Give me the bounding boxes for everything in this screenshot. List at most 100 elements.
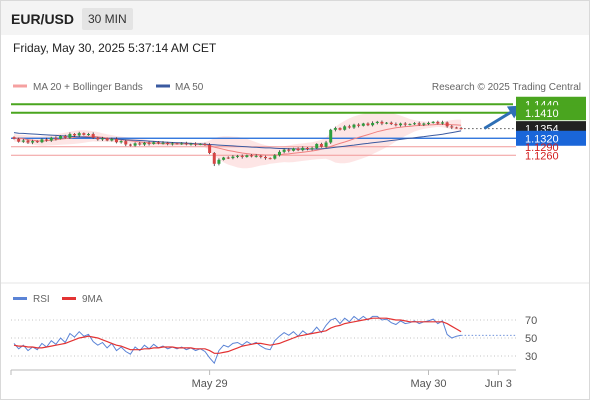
candle: [105, 137, 109, 142]
candle: [315, 143, 319, 149]
candle: [352, 123, 356, 129]
candle-body: [436, 121, 440, 124]
candle: [319, 142, 323, 148]
candle: [96, 136, 100, 141]
rsi-tick-label: 30: [525, 351, 537, 363]
candle: [35, 140, 39, 143]
candle-body: [21, 140, 25, 142]
candle: [12, 136, 16, 140]
candle: [394, 122, 398, 127]
candle: [277, 150, 281, 157]
candle: [49, 136, 53, 142]
rsi-grid: 70 50 30: [11, 315, 537, 363]
candle-body: [254, 155, 258, 157]
candle-body: [319, 143, 323, 147]
rsi-lines: [13, 315, 516, 365]
candle-body: [408, 124, 412, 126]
candle-body: [338, 128, 342, 130]
candle: [301, 146, 305, 152]
candle: [156, 141, 160, 145]
candle-body: [208, 144, 212, 154]
candle: [408, 123, 412, 126]
candle-body: [282, 149, 286, 152]
candle: [170, 141, 174, 146]
candle: [59, 135, 63, 140]
candle: [180, 142, 184, 145]
candle-body: [40, 139, 44, 143]
candle: [31, 139, 35, 145]
chart-header: EUR/USD 30 MIN: [1, 1, 589, 35]
candle-body: [114, 138, 118, 143]
candle: [82, 132, 86, 136]
rsi-legend-swatch: [13, 297, 27, 300]
candle: [380, 120, 384, 126]
candle-body: [394, 124, 398, 126]
moving-averages: [13, 123, 462, 156]
candle: [54, 136, 58, 141]
timeframe-badge[interactable]: 30 MIN: [82, 8, 133, 30]
candle: [226, 156, 230, 160]
candle-body: [170, 143, 174, 145]
chart-datetime: Friday, May 30, 2025 5:37:14 AM CET: [13, 41, 217, 55]
candle-body: [203, 143, 207, 145]
candle: [324, 140, 328, 148]
candle: [45, 137, 49, 142]
candle-body: [87, 134, 91, 136]
candle: [422, 122, 426, 127]
resistance-label-box: [516, 105, 586, 121]
candle-body: [152, 142, 156, 144]
candle-body: [315, 143, 319, 149]
ma50-legend-label: MA 50: [175, 82, 204, 93]
candle: [222, 156, 226, 161]
research-credit: Research © 2025 Trading Central: [432, 82, 581, 93]
candlesticks: [12, 120, 463, 167]
candle-body: [73, 134, 77, 136]
candle-body: [273, 155, 277, 159]
candle-body: [63, 136, 67, 138]
candle: [343, 125, 347, 131]
candle-body: [385, 122, 389, 124]
candle: [427, 121, 431, 126]
candle-body: [352, 124, 356, 128]
candle-body: [161, 142, 165, 144]
ma20-legend-label: MA 20 + Bollinger Bands: [33, 82, 143, 93]
candle-body: [175, 143, 179, 145]
candle: [454, 126, 458, 129]
candle: [217, 158, 221, 166]
candle: [240, 154, 244, 159]
candle: [347, 124, 351, 129]
candle-body: [226, 157, 230, 159]
candle: [17, 137, 21, 143]
candle: [40, 138, 44, 144]
rsi-ma-legend-swatch: [62, 297, 76, 300]
candle-body: [194, 143, 198, 145]
ma50-legend-swatch: [156, 84, 170, 88]
candle: [403, 122, 407, 127]
candle-body: [333, 128, 337, 130]
candle-body: [217, 159, 221, 164]
candle: [124, 139, 128, 147]
candle-body: [403, 123, 407, 125]
rsi-line: [13, 315, 462, 365]
candle-body: [12, 137, 16, 139]
candle: [236, 154, 240, 159]
support-level-label: 1.1260: [525, 150, 559, 162]
candle-body: [305, 147, 309, 150]
candle-body: [310, 148, 314, 150]
rsi-ma-line: [13, 317, 462, 354]
candle-body: [296, 148, 300, 151]
candle: [282, 148, 286, 154]
candle-body: [324, 142, 328, 147]
candle: [296, 147, 300, 152]
candle: [26, 139, 30, 144]
candle-body: [59, 136, 63, 139]
candle: [138, 141, 142, 146]
candle-body: [133, 143, 137, 146]
candle-body: [128, 144, 132, 146]
candle-body: [100, 138, 104, 140]
candle: [287, 148, 291, 153]
candle-body: [189, 143, 193, 145]
candle-body: [142, 142, 146, 145]
candle: [399, 122, 403, 127]
candle: [73, 133, 77, 137]
